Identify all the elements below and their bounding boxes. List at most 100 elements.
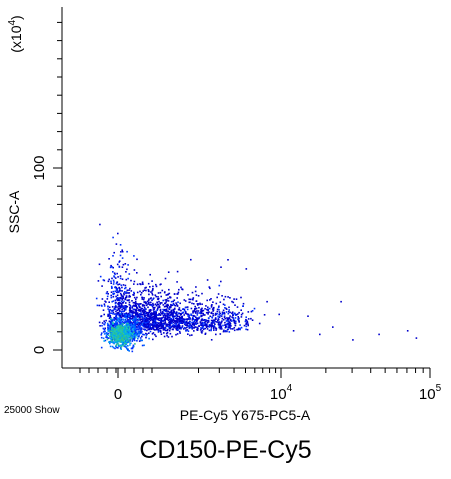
data-point <box>229 323 232 325</box>
data-point <box>159 302 162 304</box>
data-point <box>163 319 166 322</box>
data-point <box>192 315 195 317</box>
data-point <box>118 340 120 343</box>
data-point <box>169 316 171 319</box>
data-point <box>156 298 159 300</box>
data-point <box>103 323 106 326</box>
data-point <box>110 312 113 314</box>
scatter-plot: 0 100 0 104 105 SSC-A (x104) PE-Cy5 Y675-PC… <box>6 7 442 423</box>
data-point <box>121 290 123 292</box>
data-point <box>117 283 119 286</box>
data-point <box>184 322 186 325</box>
data-point <box>176 317 178 319</box>
data-point <box>210 319 213 322</box>
data-point <box>132 336 134 338</box>
data-point <box>237 318 239 320</box>
data-point <box>196 314 199 316</box>
data-point <box>108 306 111 309</box>
data-point <box>213 327 215 330</box>
data-point <box>157 322 160 324</box>
data-point <box>292 330 295 332</box>
data-point <box>130 338 133 340</box>
data-point <box>123 291 126 293</box>
data-point <box>192 310 194 312</box>
data-point <box>145 334 148 337</box>
data-point <box>155 295 157 298</box>
data-point <box>115 322 117 325</box>
data-point <box>162 314 165 317</box>
data-point <box>173 311 176 313</box>
data-point <box>121 338 124 340</box>
data-point <box>206 319 208 322</box>
data-point <box>184 318 187 321</box>
data-point <box>150 324 153 326</box>
data-point <box>127 328 130 331</box>
data-point <box>219 301 222 303</box>
data-point <box>222 312 225 315</box>
data-point <box>106 332 108 334</box>
data-point <box>129 326 132 328</box>
data-point <box>177 315 179 318</box>
data-point <box>123 338 125 340</box>
data-point <box>136 303 138 305</box>
data-point <box>184 306 187 309</box>
data-point <box>123 307 125 309</box>
data-point <box>174 322 176 324</box>
data-point <box>111 345 114 348</box>
data-point <box>121 303 123 305</box>
data-point <box>188 326 190 328</box>
data-point <box>122 295 124 298</box>
data-point <box>149 304 152 306</box>
data-point <box>105 301 107 303</box>
data-point <box>128 289 130 291</box>
data-point <box>111 332 113 334</box>
data-point <box>227 310 230 313</box>
data-point <box>144 313 146 315</box>
data-point <box>196 303 199 305</box>
data-point <box>142 298 145 301</box>
data-point <box>151 292 153 295</box>
data-point <box>189 298 192 301</box>
data-point <box>157 326 159 328</box>
data-point <box>176 325 179 327</box>
data-point <box>120 316 123 318</box>
data-point <box>112 300 115 302</box>
data-point <box>181 320 184 322</box>
data-point <box>147 313 149 316</box>
data-point <box>194 308 196 311</box>
data-point <box>175 333 177 336</box>
data-point <box>123 331 125 334</box>
data-point <box>229 322 231 324</box>
data-point <box>120 344 122 346</box>
data-point <box>133 338 135 340</box>
data-point <box>156 301 159 304</box>
data-point <box>130 334 133 337</box>
data-point <box>151 299 153 302</box>
data-point <box>111 321 114 324</box>
data-point <box>238 327 240 330</box>
data-point <box>157 306 159 308</box>
data-point <box>121 257 124 259</box>
data-point <box>160 295 162 298</box>
data-point <box>113 281 115 283</box>
data-point <box>102 279 105 281</box>
data-point <box>108 330 110 332</box>
data-point <box>182 321 184 323</box>
data-point <box>103 320 105 322</box>
data-point <box>132 316 134 318</box>
data-point <box>128 340 131 343</box>
data-point <box>125 322 128 324</box>
data-point <box>123 329 125 331</box>
data-point <box>125 292 127 295</box>
data-point <box>156 326 158 329</box>
data-point <box>210 329 212 332</box>
data-point <box>131 315 133 317</box>
data-point <box>175 313 177 315</box>
data-point <box>201 318 203 320</box>
data-point <box>152 315 155 318</box>
data-point <box>122 302 124 304</box>
data-point <box>98 304 101 307</box>
data-point <box>130 335 132 338</box>
data-point <box>113 332 115 334</box>
data-point <box>143 323 145 325</box>
